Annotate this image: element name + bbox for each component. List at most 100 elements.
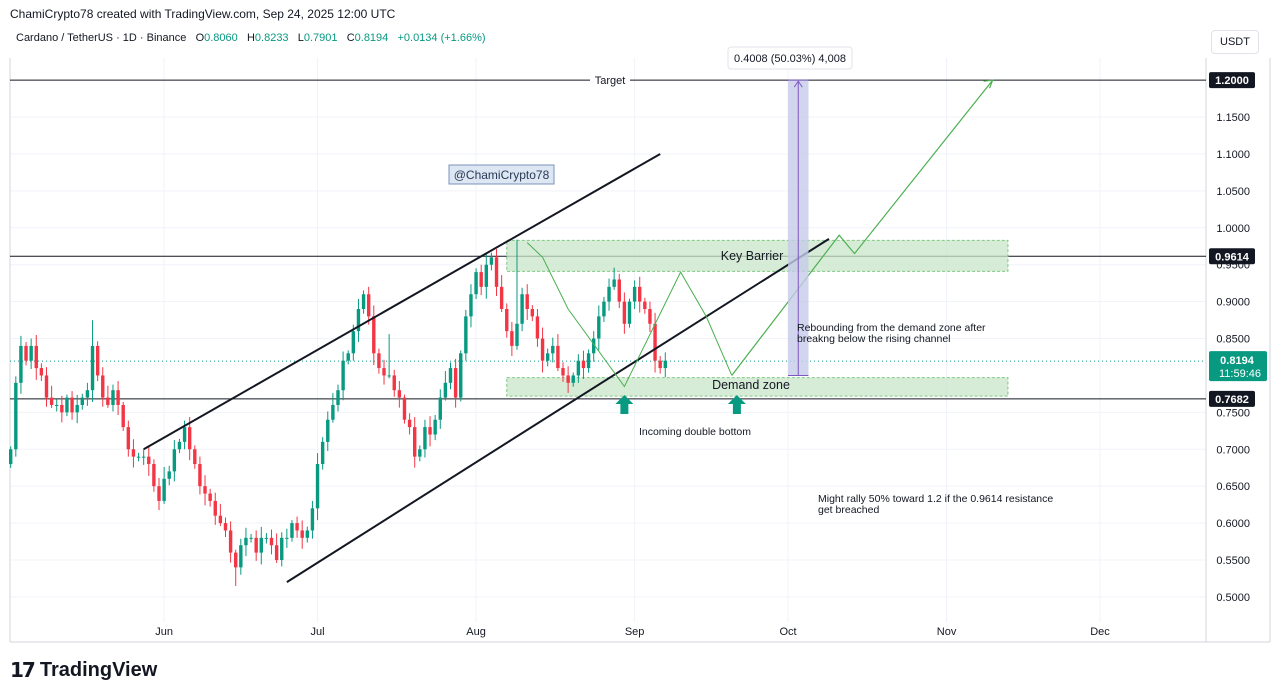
candle-body	[85, 390, 90, 398]
candle-body	[90, 345, 95, 391]
price-label-0.7682: 0.7682	[1215, 394, 1249, 406]
candle-body	[264, 537, 269, 539]
candle-body	[428, 427, 432, 435]
candle	[111, 384, 115, 412]
candle	[602, 296, 606, 322]
candle	[530, 305, 535, 322]
candle-body	[361, 294, 366, 310]
candle-body	[366, 294, 371, 317]
candle-body	[269, 537, 274, 546]
candle-body	[433, 419, 437, 435]
projection-paths	[526, 79, 994, 388]
measure-label: 0.4008 (50.03%) 4,008	[734, 53, 846, 65]
candle	[663, 352, 667, 378]
watermark-text: @ChamiCrypto78	[454, 168, 550, 182]
candle	[556, 334, 560, 372]
candle-body	[223, 523, 228, 531]
candle-body	[19, 345, 23, 383]
candle-body	[407, 419, 412, 428]
candle-body	[121, 404, 125, 428]
candle-body	[336, 390, 340, 405]
candle-body	[612, 279, 616, 287]
candle-body	[147, 456, 151, 465]
candle	[19, 335, 23, 394]
candle	[382, 359, 386, 385]
candle-body	[126, 427, 131, 450]
target-label-bg	[590, 73, 630, 87]
candle-body	[152, 464, 156, 487]
demand-zone-label: Demand zone	[712, 378, 790, 392]
candle-body	[540, 338, 545, 361]
ohlc-low-label: L	[297, 32, 304, 44]
candle	[545, 348, 550, 367]
candle-body	[525, 294, 529, 310]
time-tick-label: Sep	[625, 626, 645, 638]
candle	[203, 475, 207, 506]
candle	[341, 351, 345, 401]
candle	[213, 492, 217, 525]
candle	[254, 530, 258, 561]
candle	[428, 416, 432, 447]
candle	[274, 533, 279, 563]
price-tick-label: 0.5000	[1216, 592, 1250, 604]
price-tick-label: 0.6000	[1216, 518, 1250, 530]
candle	[259, 526, 263, 565]
candle	[285, 528, 289, 548]
price-chart[interactable]: 0.4008 (50.03%) 4,008 Target @ChamiCrypto…	[0, 0, 1280, 650]
target-label: Target	[595, 75, 626, 87]
candle	[515, 239, 519, 350]
currency-button[interactable]: USDT	[1211, 30, 1259, 54]
candle-body	[187, 427, 192, 450]
double-bottom-label: Incoming double bottom	[639, 426, 751, 438]
candle	[377, 348, 381, 374]
candle	[326, 411, 330, 452]
candle	[187, 417, 192, 461]
candle	[141, 449, 146, 465]
candle	[551, 337, 555, 363]
candle	[413, 417, 417, 468]
candle-body	[545, 353, 550, 361]
time-tick-label: Dec	[1090, 626, 1110, 638]
candle	[70, 391, 74, 420]
candle	[264, 533, 269, 544]
candle	[607, 278, 611, 311]
candle	[90, 320, 95, 403]
candle-body	[111, 390, 115, 405]
candle-body	[310, 508, 315, 531]
candle	[24, 342, 28, 366]
candle-body	[556, 345, 560, 369]
swing-path	[526, 242, 733, 388]
last-price-label: 0.8194	[1220, 355, 1255, 367]
candle-body	[39, 368, 44, 376]
candle-body	[356, 309, 361, 332]
ohlc-low-value: 0.7901	[303, 32, 338, 44]
ohlc-open-value: 0.8060	[204, 32, 238, 44]
candle	[152, 459, 156, 492]
symbol-title[interactable]: Cardano / TetherUS · 1D · Binance	[16, 32, 187, 44]
ohlc-close-label: C	[346, 32, 355, 44]
candle-body	[597, 316, 601, 339]
candle-body	[586, 353, 591, 369]
candle-body	[331, 404, 335, 420]
candle-body	[632, 286, 637, 302]
candle-body	[494, 257, 499, 287]
candle	[474, 268, 478, 299]
candle	[658, 355, 662, 374]
candle-body	[14, 382, 18, 450]
rally-annotation-line1: Might rally 50% toward 1.2 if the 0.9614…	[818, 493, 1053, 505]
candle	[29, 338, 33, 369]
candle-body	[244, 537, 248, 546]
candle-body	[566, 375, 570, 383]
chart-attribution: ChamiCrypto78 created with TradingView.c…	[10, 7, 396, 21]
tradingview-logo[interactable]: 17 TradingView	[10, 658, 157, 682]
candle	[9, 446, 13, 468]
candle	[438, 389, 442, 429]
candle	[39, 363, 44, 382]
candle	[591, 331, 596, 362]
candle	[612, 267, 616, 290]
candle-body	[157, 486, 161, 501]
candle	[535, 309, 540, 347]
price-tick-label: 0.8500	[1216, 334, 1250, 346]
candle	[49, 385, 54, 408]
candle	[433, 415, 437, 441]
